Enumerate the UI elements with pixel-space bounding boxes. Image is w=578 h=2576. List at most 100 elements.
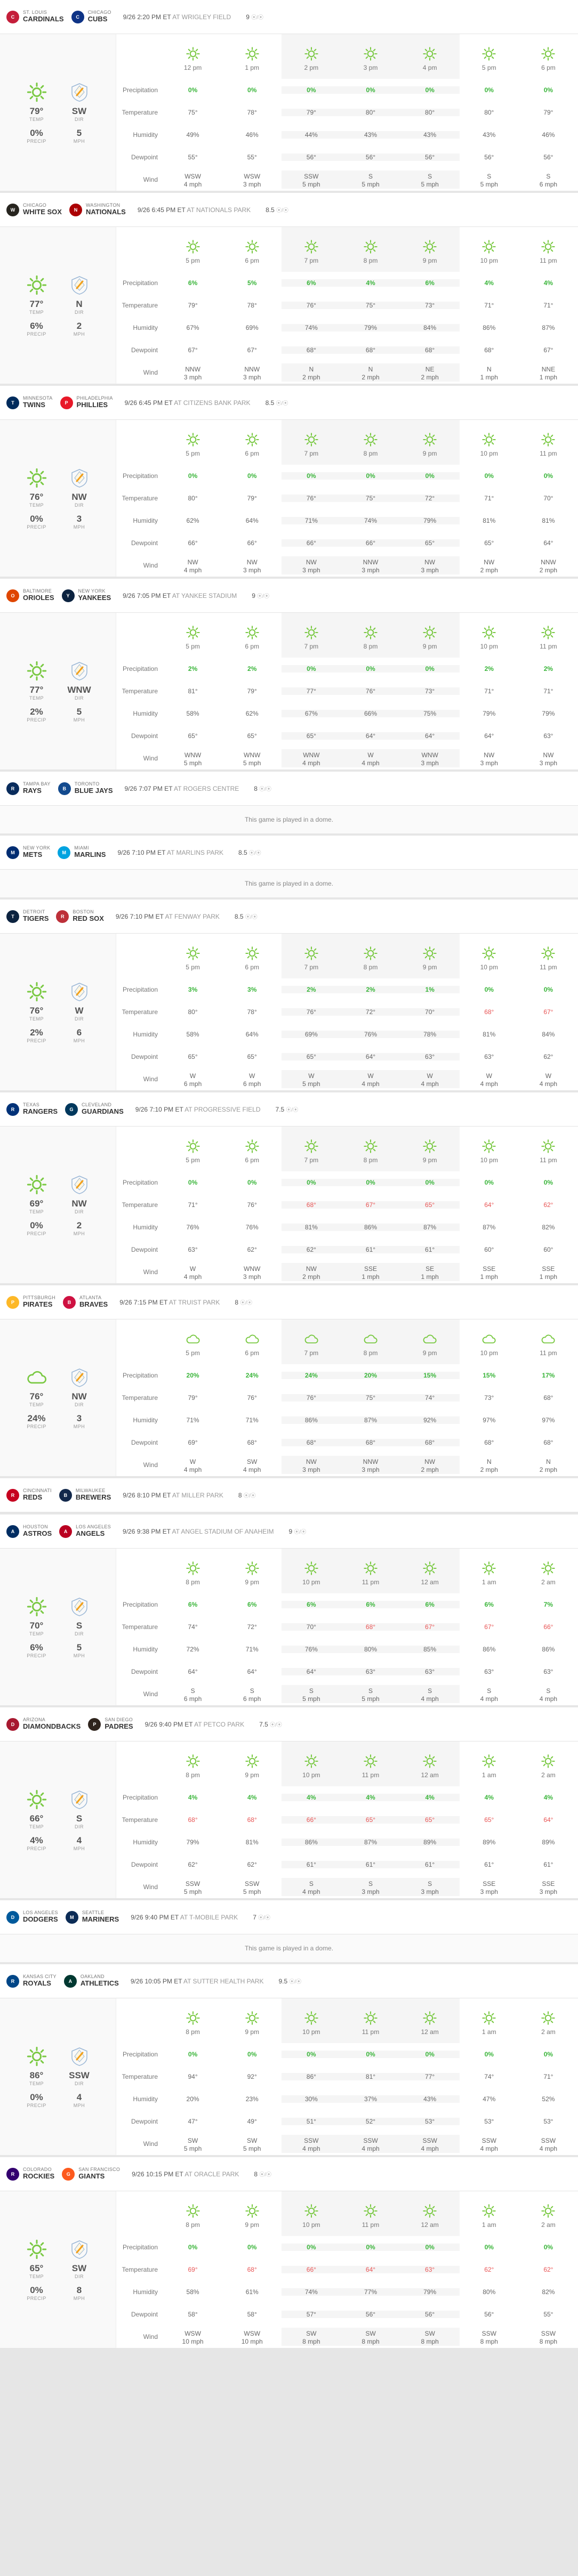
wind-speed: 5 mph (243, 759, 261, 767)
hour-label: 3 pm (363, 64, 378, 71)
dewpoint-cell: 64° (247, 1668, 257, 1675)
temperature-row-label: Temperature (122, 2266, 158, 2273)
wind-cell: SSW 4 mph (400, 2135, 460, 2153)
humidity-cell: 20% (186, 2095, 199, 2103)
dewpoint-cell: 68° (247, 1439, 257, 1446)
wind-direction-icon (68, 2238, 91, 2261)
home-team[interactable]: Y NEW YORK YANKEES (61, 589, 111, 602)
away-team[interactable]: T MINNESOTA TWINS (6, 396, 53, 409)
away-team[interactable]: R TAMPA BAY RAYS (6, 782, 51, 795)
precipitation-cell: 2% (543, 665, 553, 673)
away-team[interactable]: R KANSAS CITY ROYALS (6, 1974, 57, 1988)
precipitation-row-label: Precipitation (122, 472, 158, 480)
humidity-cell: 69% (282, 1031, 341, 1038)
precipitation-cell: 6% (188, 1601, 198, 1608)
wind-direction: S (546, 173, 551, 180)
away-team[interactable]: T DETROIT TIGERS (6, 910, 49, 923)
home-team[interactable]: P PHILADELPHIA PHILLIES (60, 396, 113, 409)
home-team-logo: R (56, 910, 69, 923)
away-team-city: TAMPA BAY (23, 781, 51, 787)
home-team[interactable]: B TORONTO BLUE JAYS (58, 782, 113, 795)
wind-speed: 8 mph (480, 2338, 498, 2345)
hour-column-header: 12 am (400, 1998, 460, 2043)
away-team-logo: P (6, 1295, 19, 1309)
dewpoint-cell: 66° (188, 539, 198, 547)
precipitation-cell: 20% (341, 1372, 400, 1379)
sunny-icon (422, 1753, 438, 1769)
hour-column-header: 8 pm (341, 934, 400, 978)
wind-speed: 3 mph (362, 1466, 380, 1473)
away-team[interactable]: R TEXAS RANGERS (6, 1103, 58, 1116)
away-team[interactable]: W CHICAGO WHITE SOX (6, 203, 62, 216)
humidity-cell: 47% (483, 2095, 496, 2103)
wind-speed: 10 mph (182, 2338, 204, 2345)
home-team-nickname: GUARDIANS (82, 1107, 124, 1116)
precipitation-cell: 0% (543, 472, 553, 480)
home-team[interactable]: P SAN DIEGO PADRES (88, 1718, 133, 1731)
wind-speed: 5 mph (243, 1888, 261, 1895)
hour-column-header: 11 pm (341, 1998, 400, 2043)
home-team[interactable]: A OAKLAND ATHLETICS (63, 1974, 119, 1988)
wind-cell: WNW 5 mph (222, 749, 282, 767)
temperature-cell: 76° (282, 495, 341, 502)
temperature-row-label: Temperature (122, 1394, 158, 1402)
away-team[interactable]: D LOS ANGELES DODGERS (6, 1910, 58, 1924)
hour-label: 11 pm (362, 2028, 380, 2036)
wind-direction: SSE (542, 1880, 555, 1888)
summary-stats: 79° TEMP SW DIR 0% PRECIP 5 MPH (15, 107, 101, 144)
game-rating: 7.5 ⦿/⦿ (259, 1721, 282, 1728)
home-team[interactable]: N WASHINGTON NATIONALS (69, 203, 126, 216)
away-team-city: KANSAS CITY (23, 1974, 57, 1980)
home-team[interactable]: B MILWAUKEE BREWERS (59, 1488, 111, 1502)
summary-precip-value: 6% (30, 1642, 43, 1652)
wind-direction: SW (247, 1458, 258, 1465)
away-team[interactable]: M NEW YORK METS (6, 845, 51, 859)
away-team[interactable]: R COLORADO ROCKIES (6, 2167, 54, 2181)
away-team-city: NEW YORK (23, 845, 51, 851)
summary-temp-label: TEMP (29, 1631, 44, 1637)
home-team[interactable]: C CHICAGO CUBS (71, 10, 111, 23)
summary-wind-speed-label: MPH (73, 1424, 85, 1429)
home-team-city: CHICAGO (87, 10, 111, 15)
temperature-cell: 80° (341, 109, 400, 116)
wind-speed: 4 mph (302, 2145, 320, 2152)
dewpoint-cell: 56° (282, 153, 341, 161)
rating-unit-icon: ⦿/⦿ (240, 1300, 253, 1306)
humidity-cell: 79% (483, 710, 496, 717)
wind-direction: S (428, 1687, 432, 1695)
sunny-icon (244, 432, 260, 448)
away-team[interactable]: A HOUSTON ASTROS (6, 1525, 52, 1538)
dewpoint-row-label: Dewpoint (131, 2311, 158, 2318)
wind-speed: 4 mph (362, 1080, 380, 1088)
away-team[interactable]: D ARIZONA DIAMONDBACKS (6, 1718, 81, 1731)
home-team[interactable]: G SAN FRANCISCO GIANTS (62, 2167, 120, 2181)
summary-wind-dir-value: N (76, 299, 83, 309)
hour-column-header: 11 pm (519, 420, 578, 465)
game-rating: 9 ⦿/⦿ (246, 13, 264, 21)
humidity-cell: 76% (186, 1224, 199, 1231)
away-team[interactable]: C ST. LOUIS CARDINALS (6, 10, 64, 23)
game-forecast: 65° TEMP SW DIR 0% PRECIP 8 MPH 8 pm 9 pm 10 pm 11 … (0, 2191, 578, 2348)
temperature-cell: 75° (188, 109, 198, 116)
away-team[interactable]: R CINCINNATI REDS (6, 1488, 52, 1502)
temperature-cell: 64° (543, 1816, 553, 1824)
summary-wind-speed-value: 4 (76, 2092, 82, 2102)
humidity-cell: 64% (245, 1031, 259, 1038)
home-team[interactable]: B ATLANTA BRAVES (63, 1295, 108, 1309)
home-team[interactable]: A LOS ANGELES ANGELS (59, 1525, 111, 1538)
dome-notice: This game is played in a dome. (0, 870, 578, 897)
wind-direction: S (368, 1687, 373, 1695)
humidity-cell: 43% (483, 131, 496, 139)
home-team[interactable]: G CLEVELAND GUARDIANS (65, 1103, 124, 1116)
dewpoint-cell: 56° (341, 2311, 400, 2318)
home-team[interactable]: M SEATTLE MARINERS (65, 1910, 119, 1924)
hour-column-header: 5 pm (163, 1127, 222, 1171)
summary-wind-dir-label: DIR (75, 117, 84, 122)
home-team[interactable]: M MIAMI MARLINS (58, 846, 106, 859)
away-team[interactable]: O BALTIMORE ORIOLES (6, 589, 54, 602)
home-team[interactable]: R BOSTON RED SOX (56, 910, 104, 923)
summary-temp: 76° TEMP (15, 1006, 58, 1022)
away-team[interactable]: P PITTSBURGH PIRATES (6, 1295, 55, 1309)
dewpoint-cell: 66° (341, 539, 400, 547)
game-time: 9/26 9:38 PM ET AT ANGEL STADIUM OF ANAH… (123, 1527, 274, 1535)
